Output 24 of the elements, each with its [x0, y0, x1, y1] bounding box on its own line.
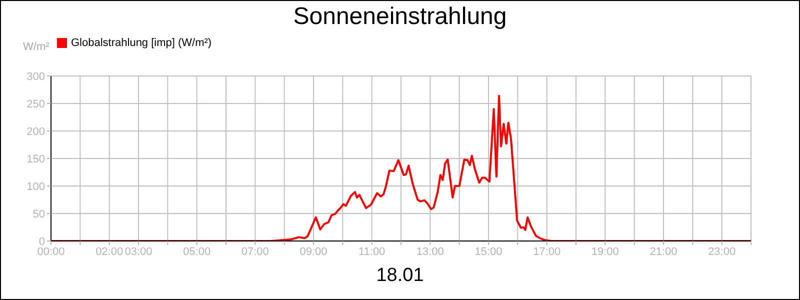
- x-tick-label: 07:00: [241, 246, 269, 258]
- y-tick-label: 0: [38, 236, 45, 248]
- x-tick-label: 05:00: [183, 246, 211, 258]
- x-tick-label: 23:00: [708, 246, 736, 258]
- x-tick-label: 02:00: [96, 246, 124, 258]
- legend-label: Globalstrahlung [imp] (W/m²): [71, 37, 212, 49]
- x-tick-label: 11:00: [358, 246, 386, 258]
- x-tick-label: 21:00: [650, 246, 678, 258]
- y-axis-title: W/m²: [23, 41, 50, 53]
- y-tick-label: 200: [26, 126, 45, 138]
- x-tick-label: 09:00: [300, 246, 328, 258]
- y-tick-label: 150: [26, 153, 45, 166]
- x-tick-label: 15:00: [474, 246, 502, 258]
- x-tick-label: 13:00: [416, 246, 444, 258]
- y-tick-label: 100: [26, 180, 45, 193]
- y-tick-label: 250: [26, 98, 45, 110]
- x-tick-label: 17:00: [533, 246, 561, 258]
- y-tick-label: 50: [32, 208, 45, 220]
- chart-title: Sonneneinstrahlung: [292, 3, 508, 31]
- x-tick-label: 03:00: [124, 246, 152, 258]
- x-axis-title: 18.01: [375, 265, 425, 287]
- y-tick-label: 300: [26, 70, 45, 83]
- x-tick-label: 00:00: [37, 246, 65, 258]
- x-tick-label: 19:00: [591, 246, 619, 258]
